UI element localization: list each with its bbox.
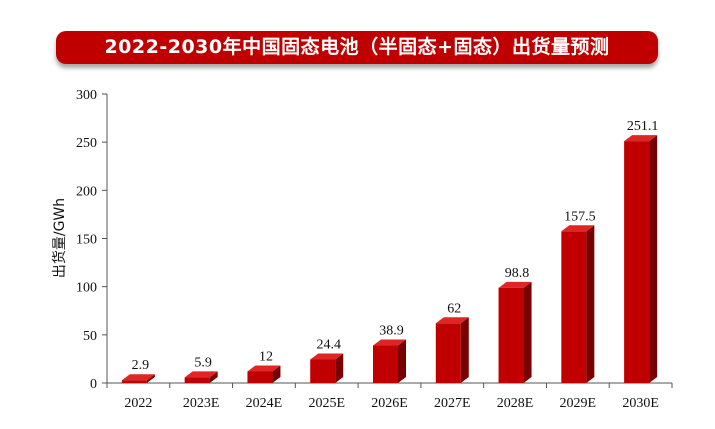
x-tick-label: 2024E (246, 396, 283, 411)
data-label: 5.9 (194, 355, 212, 370)
x-tick-label: 2026E (371, 396, 408, 411)
bar-side (146, 374, 155, 383)
y-tick-label: 250 (76, 136, 97, 151)
bar-side (272, 365, 281, 383)
x-tick-label: 2028E (497, 396, 534, 411)
bars (121, 135, 658, 383)
bar-front (310, 359, 336, 383)
bar-2022 (121, 374, 155, 383)
x-tick-label: 2027E (434, 396, 471, 411)
bar-side (649, 135, 658, 383)
bar-front (247, 371, 273, 383)
data-label: 38.9 (379, 324, 404, 339)
bar-side (460, 317, 469, 383)
y-axis-title: 出货量/GWh (51, 198, 68, 278)
data-label: 62 (447, 301, 461, 316)
data-label: 2.9 (132, 358, 150, 373)
x-tick-label: 2023E (183, 396, 220, 411)
data-label: 157.5 (564, 209, 596, 224)
bar-side (209, 371, 218, 383)
data-label: 12 (259, 349, 273, 364)
bar-2025E (310, 353, 344, 383)
bar-top (435, 317, 469, 324)
labels: 2.9 2022 5.9 2023E 12 2024E 24.4 2025E 38.9 2026E… (124, 119, 659, 411)
x-tick-label: 2022 (124, 396, 152, 411)
y-tick-label: 150 (76, 233, 97, 248)
bar-2027E (435, 317, 469, 383)
bar-top (373, 339, 406, 346)
y-tick-label: 300 (76, 88, 97, 103)
bar-front (435, 323, 461, 383)
y-tick-label: 200 (76, 184, 97, 199)
bar-2024E (247, 365, 281, 383)
y-tick-label: 50 (83, 329, 97, 344)
bar-2023E (184, 371, 218, 383)
bar-side (335, 353, 344, 383)
y-tick-label: 100 (76, 281, 97, 296)
bar-top (310, 353, 344, 360)
bar-front (373, 345, 398, 383)
bar-front (498, 287, 524, 383)
y-tick-label: 0 (90, 377, 97, 392)
bar-top (184, 371, 218, 378)
bar-2028E (498, 281, 532, 383)
bar-top (121, 374, 155, 381)
data-label: 98.8 (505, 266, 530, 281)
bar-2030E (624, 135, 658, 383)
bar-front (184, 377, 210, 383)
data-label: 251.1 (627, 119, 659, 134)
bar-top (561, 225, 595, 232)
bar-top (498, 281, 532, 288)
bar-front (121, 380, 147, 383)
bar-2029E (561, 225, 595, 383)
data-label: 24.4 (316, 337, 341, 352)
x-tick-label: 2029E (560, 396, 597, 411)
bar-top (624, 135, 658, 142)
chart-title: 2022-2030年中国固态电池（半固态+固态）出货量预测 (56, 31, 658, 64)
bar-side (523, 281, 532, 383)
bar-front (624, 141, 650, 383)
x-tick-label: 2030E (622, 396, 659, 411)
bar-2026E (373, 339, 406, 383)
bar-front (561, 231, 587, 383)
bar-top (247, 365, 281, 372)
x-tick-label: 2025E (308, 396, 345, 411)
bar-side (586, 225, 595, 383)
bar-side (398, 339, 406, 383)
